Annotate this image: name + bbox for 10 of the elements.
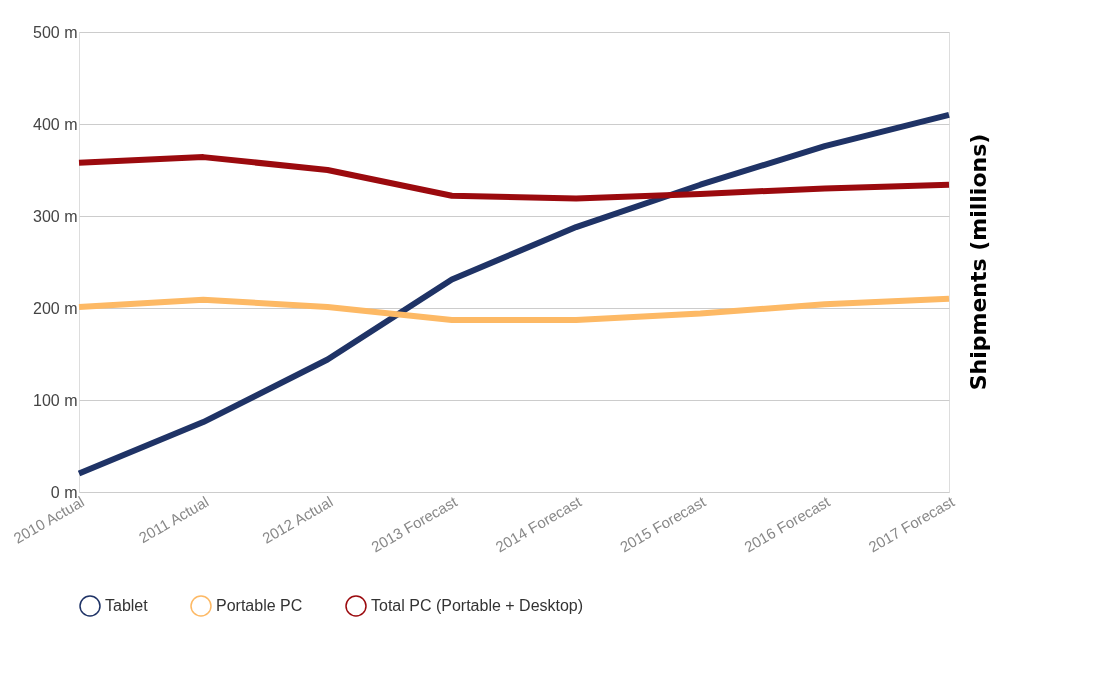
y-tick-label: 0 m: [50, 483, 78, 501]
y-tick-label: 300 m: [33, 207, 78, 225]
y2-axis-title: Shipments (millions): [966, 133, 991, 391]
y-tick-label: 500 m: [33, 23, 78, 41]
legend-label: Total PC (Portable + Desktop): [371, 597, 584, 614]
legend-label: Portable PC: [216, 597, 303, 614]
y-tick-label: 100 m: [33, 391, 78, 409]
legend-label: Tablet: [105, 597, 149, 614]
y-tick-label: 200 m: [33, 299, 78, 317]
y-tick-label: 400 m: [33, 115, 78, 133]
